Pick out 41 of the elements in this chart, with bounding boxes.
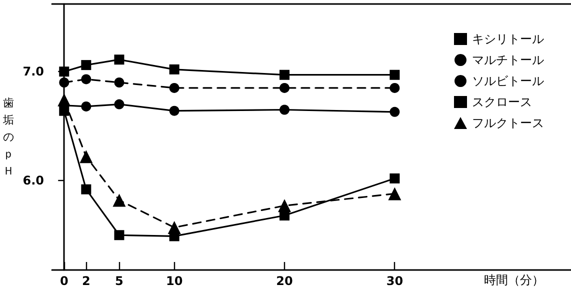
point [390,82,400,93]
point [81,60,92,70]
legend-label: マルチトール [472,53,544,67]
x-tick-label: 2 [82,274,90,288]
point [112,194,126,207]
point [114,54,124,65]
legend-label: キシリトール [472,32,544,46]
point [169,106,180,116]
point [390,70,400,80]
point [81,74,92,84]
point [59,106,70,116]
point [388,187,402,200]
x-tick-label: 30 [386,274,404,288]
y-axis-title: 歯垢のｐＨ [2,96,14,178]
legend-label: スクロース [472,95,532,109]
x-tick-label: 10 [166,274,183,288]
point [390,106,400,117]
point [114,230,124,240]
point [169,64,180,74]
y-tick-label: 6.0 [22,174,44,188]
point [169,82,180,93]
point [280,104,290,115]
legend-label: ソルビトール [472,74,544,88]
point [280,70,290,80]
point [168,220,181,234]
y-tick-label: 7.0 [22,64,44,79]
point [80,150,93,164]
x-tick-label: 5 [115,274,124,288]
point [58,93,71,106]
point [280,82,290,93]
x-axis-title: 時間（分） [484,273,544,287]
point [59,77,70,88]
point [81,184,92,194]
x-tick-label: 0 [60,274,68,288]
legend-label: フルクトース [472,116,544,130]
point [114,77,124,88]
point [114,99,124,110]
x-tick-label: 20 [276,274,293,288]
point [81,101,92,112]
point [278,199,292,212]
point [390,173,400,184]
